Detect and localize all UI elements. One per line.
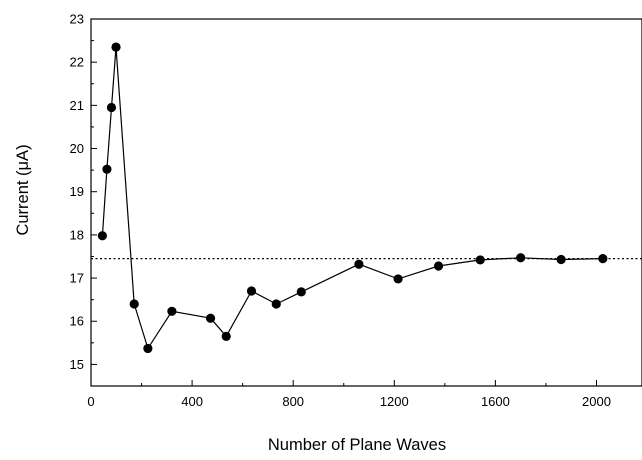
data-point — [97, 231, 107, 241]
y-tick-label: 16 — [70, 314, 84, 329]
y-tick-label: 22 — [70, 55, 84, 70]
y-tick-label: 23 — [70, 12, 84, 27]
y-axis-title: Current (μA) — [14, 144, 32, 235]
series-line — [101, 47, 603, 350]
x-tick-label: 0 — [87, 394, 94, 409]
y-tick-label: 18 — [70, 227, 84, 242]
y-tick-label: 17 — [70, 271, 84, 286]
x-tick-label: 1600 — [481, 394, 510, 409]
y-tick-label: 20 — [70, 141, 84, 156]
data-point — [598, 254, 608, 264]
data-point — [556, 254, 566, 265]
x-tick-label: 400 — [181, 394, 203, 409]
ticks-layer: 0 400 800 1200 1600 2000 15 16 17 18 19 20 21 22 23 — [70, 12, 611, 410]
data-point — [143, 343, 153, 354]
data-point — [167, 306, 177, 316]
data-point — [102, 164, 112, 174]
plot-frame — [90, 18, 642, 387]
x-tick-label: 1200 — [380, 394, 409, 409]
x-tick-label: 2000 — [582, 394, 611, 409]
y-tick-label: 15 — [70, 357, 84, 372]
data-point — [393, 274, 403, 284]
x-axis-title: Number of Plane Waves — [268, 436, 446, 454]
x-tick-label: 800 — [282, 394, 304, 409]
data-point — [354, 259, 364, 269]
data-point — [111, 42, 121, 52]
plot-border — [90, 18, 642, 387]
series-layer — [97, 42, 608, 354]
data-point — [205, 313, 216, 323]
data-point — [246, 286, 257, 296]
data-point — [475, 255, 485, 265]
data-point — [221, 331, 231, 341]
data-point — [106, 102, 117, 113]
data-point — [271, 299, 281, 309]
data-point — [296, 287, 306, 297]
data-point — [516, 253, 526, 263]
y-tick-label: 19 — [70, 184, 84, 199]
data-point — [433, 261, 444, 271]
y-tick-label: 21 — [70, 98, 84, 113]
data-point — [129, 299, 139, 309]
